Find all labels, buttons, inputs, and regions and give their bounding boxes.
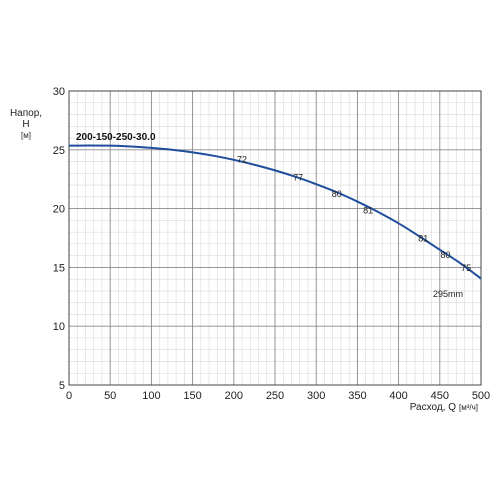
- y-tick-label: 25: [53, 145, 65, 157]
- curve-layer: [68, 144, 482, 280]
- plot-frame: [68, 90, 482, 386]
- x-tick-labels: 0 50 100 150 200 250 300 350 400 450 500: [66, 390, 490, 402]
- annotations: 72 77 80 81 81 80 75 295mm: [237, 155, 471, 299]
- x-tick-label: 50: [104, 390, 116, 402]
- y-tick-label: 10: [53, 321, 65, 333]
- x-tick-label: 400: [389, 390, 407, 402]
- curve-annotation: 72: [237, 155, 247, 165]
- x-tick-label: 150: [183, 390, 201, 402]
- curve-annotation: 80: [441, 250, 451, 260]
- x-tick-label: 500: [472, 390, 490, 402]
- y-tick-label: 15: [53, 262, 65, 274]
- x-tick-label: 250: [266, 390, 284, 402]
- x-tick-label: 200: [225, 390, 243, 402]
- y-tick-labels: 5 10 15 20 25 30: [53, 86, 65, 392]
- y-tick-label: 20: [53, 204, 65, 216]
- curve-annotation: 80: [332, 189, 342, 199]
- x-tick-label: 450: [431, 390, 449, 402]
- x-tick-label: 350: [348, 390, 366, 402]
- curve-annotation: 77: [293, 172, 303, 182]
- y-axis-unit: [м]: [21, 131, 31, 140]
- x-tick-label: 0: [66, 390, 72, 402]
- curve-annotation: 75: [461, 263, 471, 273]
- x-axis-label: Расход, Q: [410, 402, 457, 413]
- x-tick-label: 100: [142, 390, 160, 402]
- y-axis-label-line: Напор,: [10, 108, 42, 119]
- y-axis-label: Напор, H: [10, 108, 42, 130]
- y-axis-label-line: H: [22, 119, 29, 130]
- curve-annotation: 81: [363, 205, 373, 215]
- x-axis-unit: [м³/ч]: [459, 403, 478, 412]
- model-label: 200-150-250-30.0: [76, 132, 156, 143]
- curve-annotation: 295mm: [433, 289, 463, 299]
- curve-annotation: 81: [418, 234, 428, 244]
- y-tick-label: 5: [59, 380, 65, 392]
- head-curve: [68, 144, 482, 280]
- x-tick-label: 300: [307, 390, 325, 402]
- y-tick-label: 30: [53, 86, 65, 98]
